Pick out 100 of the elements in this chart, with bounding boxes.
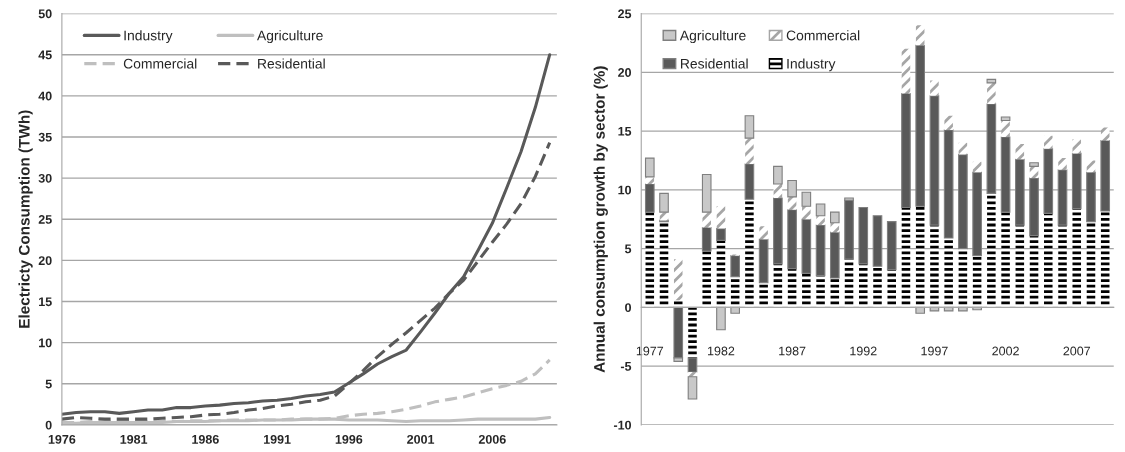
bar <box>1044 135 1053 149</box>
bar <box>901 92 911 209</box>
x-tick-label: 1976 <box>48 434 76 444</box>
y-tick-label: 30 <box>38 173 52 183</box>
bar <box>943 306 954 312</box>
bar <box>716 306 726 331</box>
bar <box>644 157 655 178</box>
bar <box>872 215 883 267</box>
bar <box>716 206 726 229</box>
legend-label: Industry <box>787 58 836 72</box>
bar <box>745 138 754 164</box>
bar <box>986 103 997 194</box>
bar <box>915 206 925 308</box>
y-tick-label: 20 <box>618 68 632 77</box>
bar <box>1058 158 1067 170</box>
y-tick-label: 50 <box>38 9 52 19</box>
bar <box>1014 158 1025 226</box>
bar <box>673 300 683 308</box>
bar <box>802 273 811 308</box>
bar <box>659 221 669 308</box>
x-tick-label: 2006 <box>478 434 506 444</box>
bar <box>801 191 812 207</box>
bar <box>1086 221 1096 308</box>
bar <box>730 306 741 314</box>
bar <box>688 372 697 377</box>
legend-label: Residential <box>681 58 748 69</box>
bar <box>673 306 684 359</box>
x-tick-label: 1977 <box>636 346 664 356</box>
bar <box>958 142 968 155</box>
x-tick-label: 1992 <box>850 346 877 356</box>
bar <box>745 199 754 308</box>
bar <box>915 44 926 207</box>
bar <box>1000 136 1011 213</box>
y-tick-label: 25 <box>618 9 632 19</box>
bar <box>773 165 783 185</box>
y-tick-label: 40 <box>38 91 52 101</box>
bar <box>716 228 726 241</box>
bar <box>787 268 797 308</box>
bar <box>730 276 740 308</box>
bar <box>659 192 669 213</box>
bar <box>859 263 868 308</box>
bar <box>1072 139 1082 154</box>
legend-label: Commercial <box>786 30 860 41</box>
bar <box>1072 208 1082 308</box>
x-tick-label: 1991 <box>263 434 291 444</box>
y-tick-label: 0 <box>45 420 52 430</box>
bar <box>687 357 698 373</box>
bar <box>758 238 769 284</box>
bar <box>930 225 939 308</box>
legend-label: Agriculture <box>679 30 746 44</box>
y-tick-label: 35 <box>38 132 52 142</box>
bar <box>815 224 826 277</box>
bar <box>744 115 755 139</box>
bar <box>816 215 825 226</box>
bar <box>987 193 996 308</box>
bar <box>701 174 712 213</box>
bar <box>1029 235 1039 308</box>
y-tick-label: 20 <box>38 256 52 265</box>
bar <box>901 207 911 308</box>
bar <box>944 115 953 130</box>
y-tick-label: 5 <box>45 379 52 389</box>
legend-label: Commercial <box>123 58 197 69</box>
bar <box>887 269 896 308</box>
bar <box>830 222 840 233</box>
x-tick-label: 1997 <box>921 346 948 356</box>
legend-label: Agriculture <box>256 30 323 44</box>
bar <box>958 154 968 250</box>
legend-label: Industry <box>124 30 173 44</box>
bar <box>1043 148 1054 214</box>
x-tick-label: 1996 <box>335 434 363 444</box>
bar <box>1057 169 1068 226</box>
bar <box>644 183 655 213</box>
bar <box>687 376 698 400</box>
x-tick-label: 2002 <box>992 346 1019 356</box>
bar <box>986 78 997 84</box>
bar <box>958 248 968 308</box>
y-tick-label: 15 <box>39 297 52 307</box>
bar <box>801 218 812 274</box>
bar <box>1100 210 1110 308</box>
bar <box>915 306 926 314</box>
x-tick-label: 1981 <box>120 434 148 444</box>
bar <box>1015 144 1025 160</box>
y-tick-label: 25 <box>38 215 52 224</box>
bar <box>844 259 854 308</box>
bar <box>701 226 712 252</box>
bar <box>1001 212 1010 308</box>
bar <box>987 82 996 105</box>
bar <box>958 306 968 312</box>
bar <box>929 95 940 226</box>
bar <box>673 259 683 301</box>
bar <box>1086 160 1096 173</box>
bar <box>1058 225 1067 308</box>
bar <box>1000 116 1011 122</box>
bar <box>1015 225 1025 308</box>
x-tick-label: 1986 <box>192 434 219 444</box>
bar <box>1001 120 1010 137</box>
bar <box>1029 162 1039 167</box>
bar <box>730 255 741 278</box>
legend-label: Residential <box>258 58 325 69</box>
x-tick-label: 1987 <box>779 346 806 356</box>
